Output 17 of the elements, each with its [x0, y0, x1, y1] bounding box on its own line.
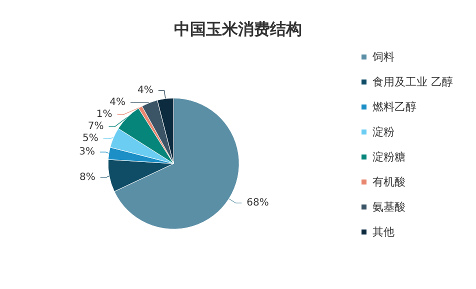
data-label: 68%: [246, 198, 269, 209]
data-label: 1%: [96, 109, 112, 120]
data-label: 4%: [110, 97, 126, 108]
legend-label: 氨基酸: [372, 200, 406, 214]
legend-label: 其他: [372, 226, 395, 238]
legend-label: 燃料乙醇: [372, 100, 417, 114]
chart-title: 中国玉米消费结构: [174, 20, 302, 38]
data-label: 4%: [138, 85, 154, 96]
data-label: 5%: [82, 133, 98, 144]
legend-label: 食用及工业 乙醇: [372, 76, 454, 88]
data-label: 8%: [80, 172, 96, 183]
legend-label: 淀粉: [372, 126, 395, 138]
legend-label: 淀粉糖: [372, 150, 406, 164]
legend-label: 有机酸: [372, 176, 406, 188]
data-label: 7%: [88, 121, 104, 132]
data-label: 3%: [79, 146, 95, 158]
legend-label: 饲料: [372, 50, 395, 64]
